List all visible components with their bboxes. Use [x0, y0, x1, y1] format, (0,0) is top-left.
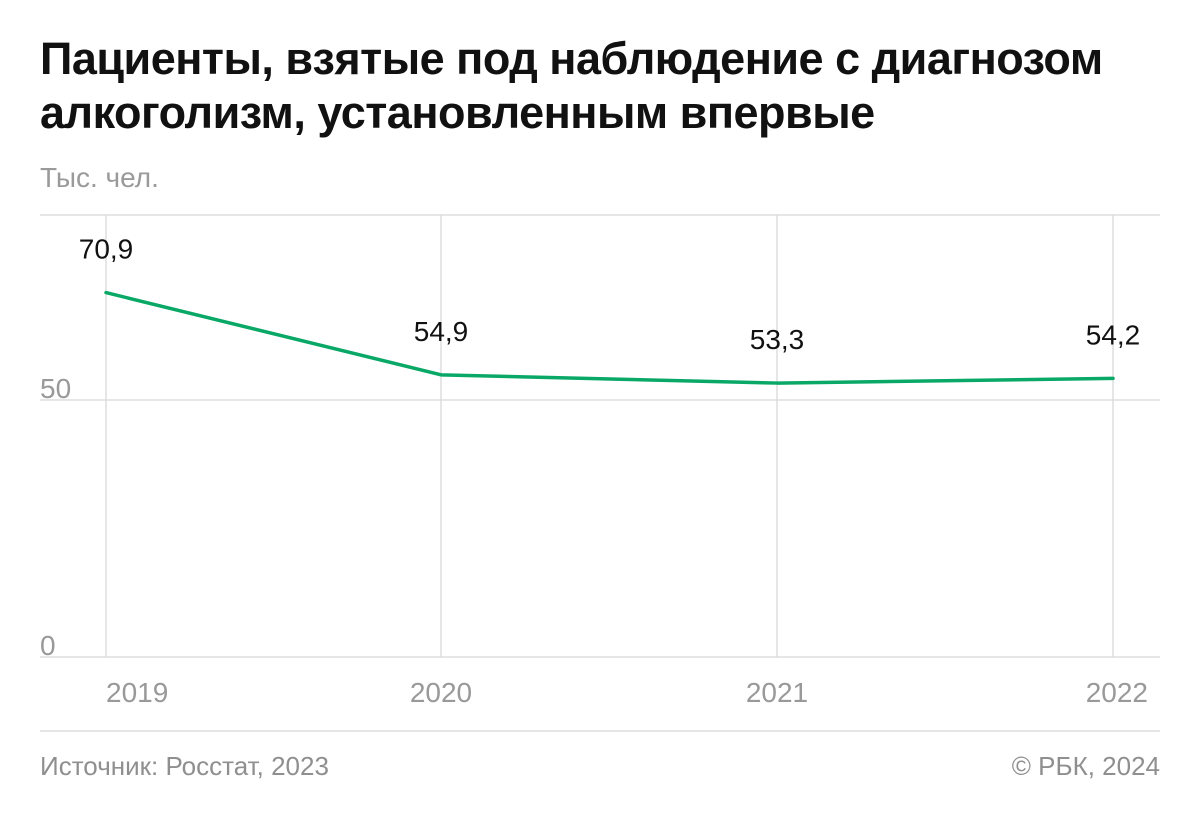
series-line — [104, 290, 1115, 385]
data-label-2021: 53,3 — [750, 324, 805, 355]
copyright-note: © РБК, 2024 — [1011, 751, 1160, 781]
chart-title: Пациенты, взятые под наблюдение с диагно… — [40, 33, 1103, 138]
x-tick-label-2020: 2020 — [410, 677, 472, 708]
data-label-2020: 54,9 — [414, 316, 469, 347]
data-label-2022: 54,2 — [1086, 319, 1141, 350]
x-tick-label-2019: 2019 — [106, 677, 168, 708]
source-note: Источник: Росстат, 2023 — [40, 751, 329, 781]
x-tick-label-2022: 2022 — [1086, 677, 1148, 708]
y-tick-label-50: 50 — [40, 373, 71, 404]
data-label-2019: 70,9 — [79, 234, 134, 265]
x-tick-label-2021: 2021 — [746, 677, 808, 708]
unit-label: Тыс. чел. — [40, 162, 159, 193]
y-tick-label-0: 0 — [40, 630, 56, 661]
